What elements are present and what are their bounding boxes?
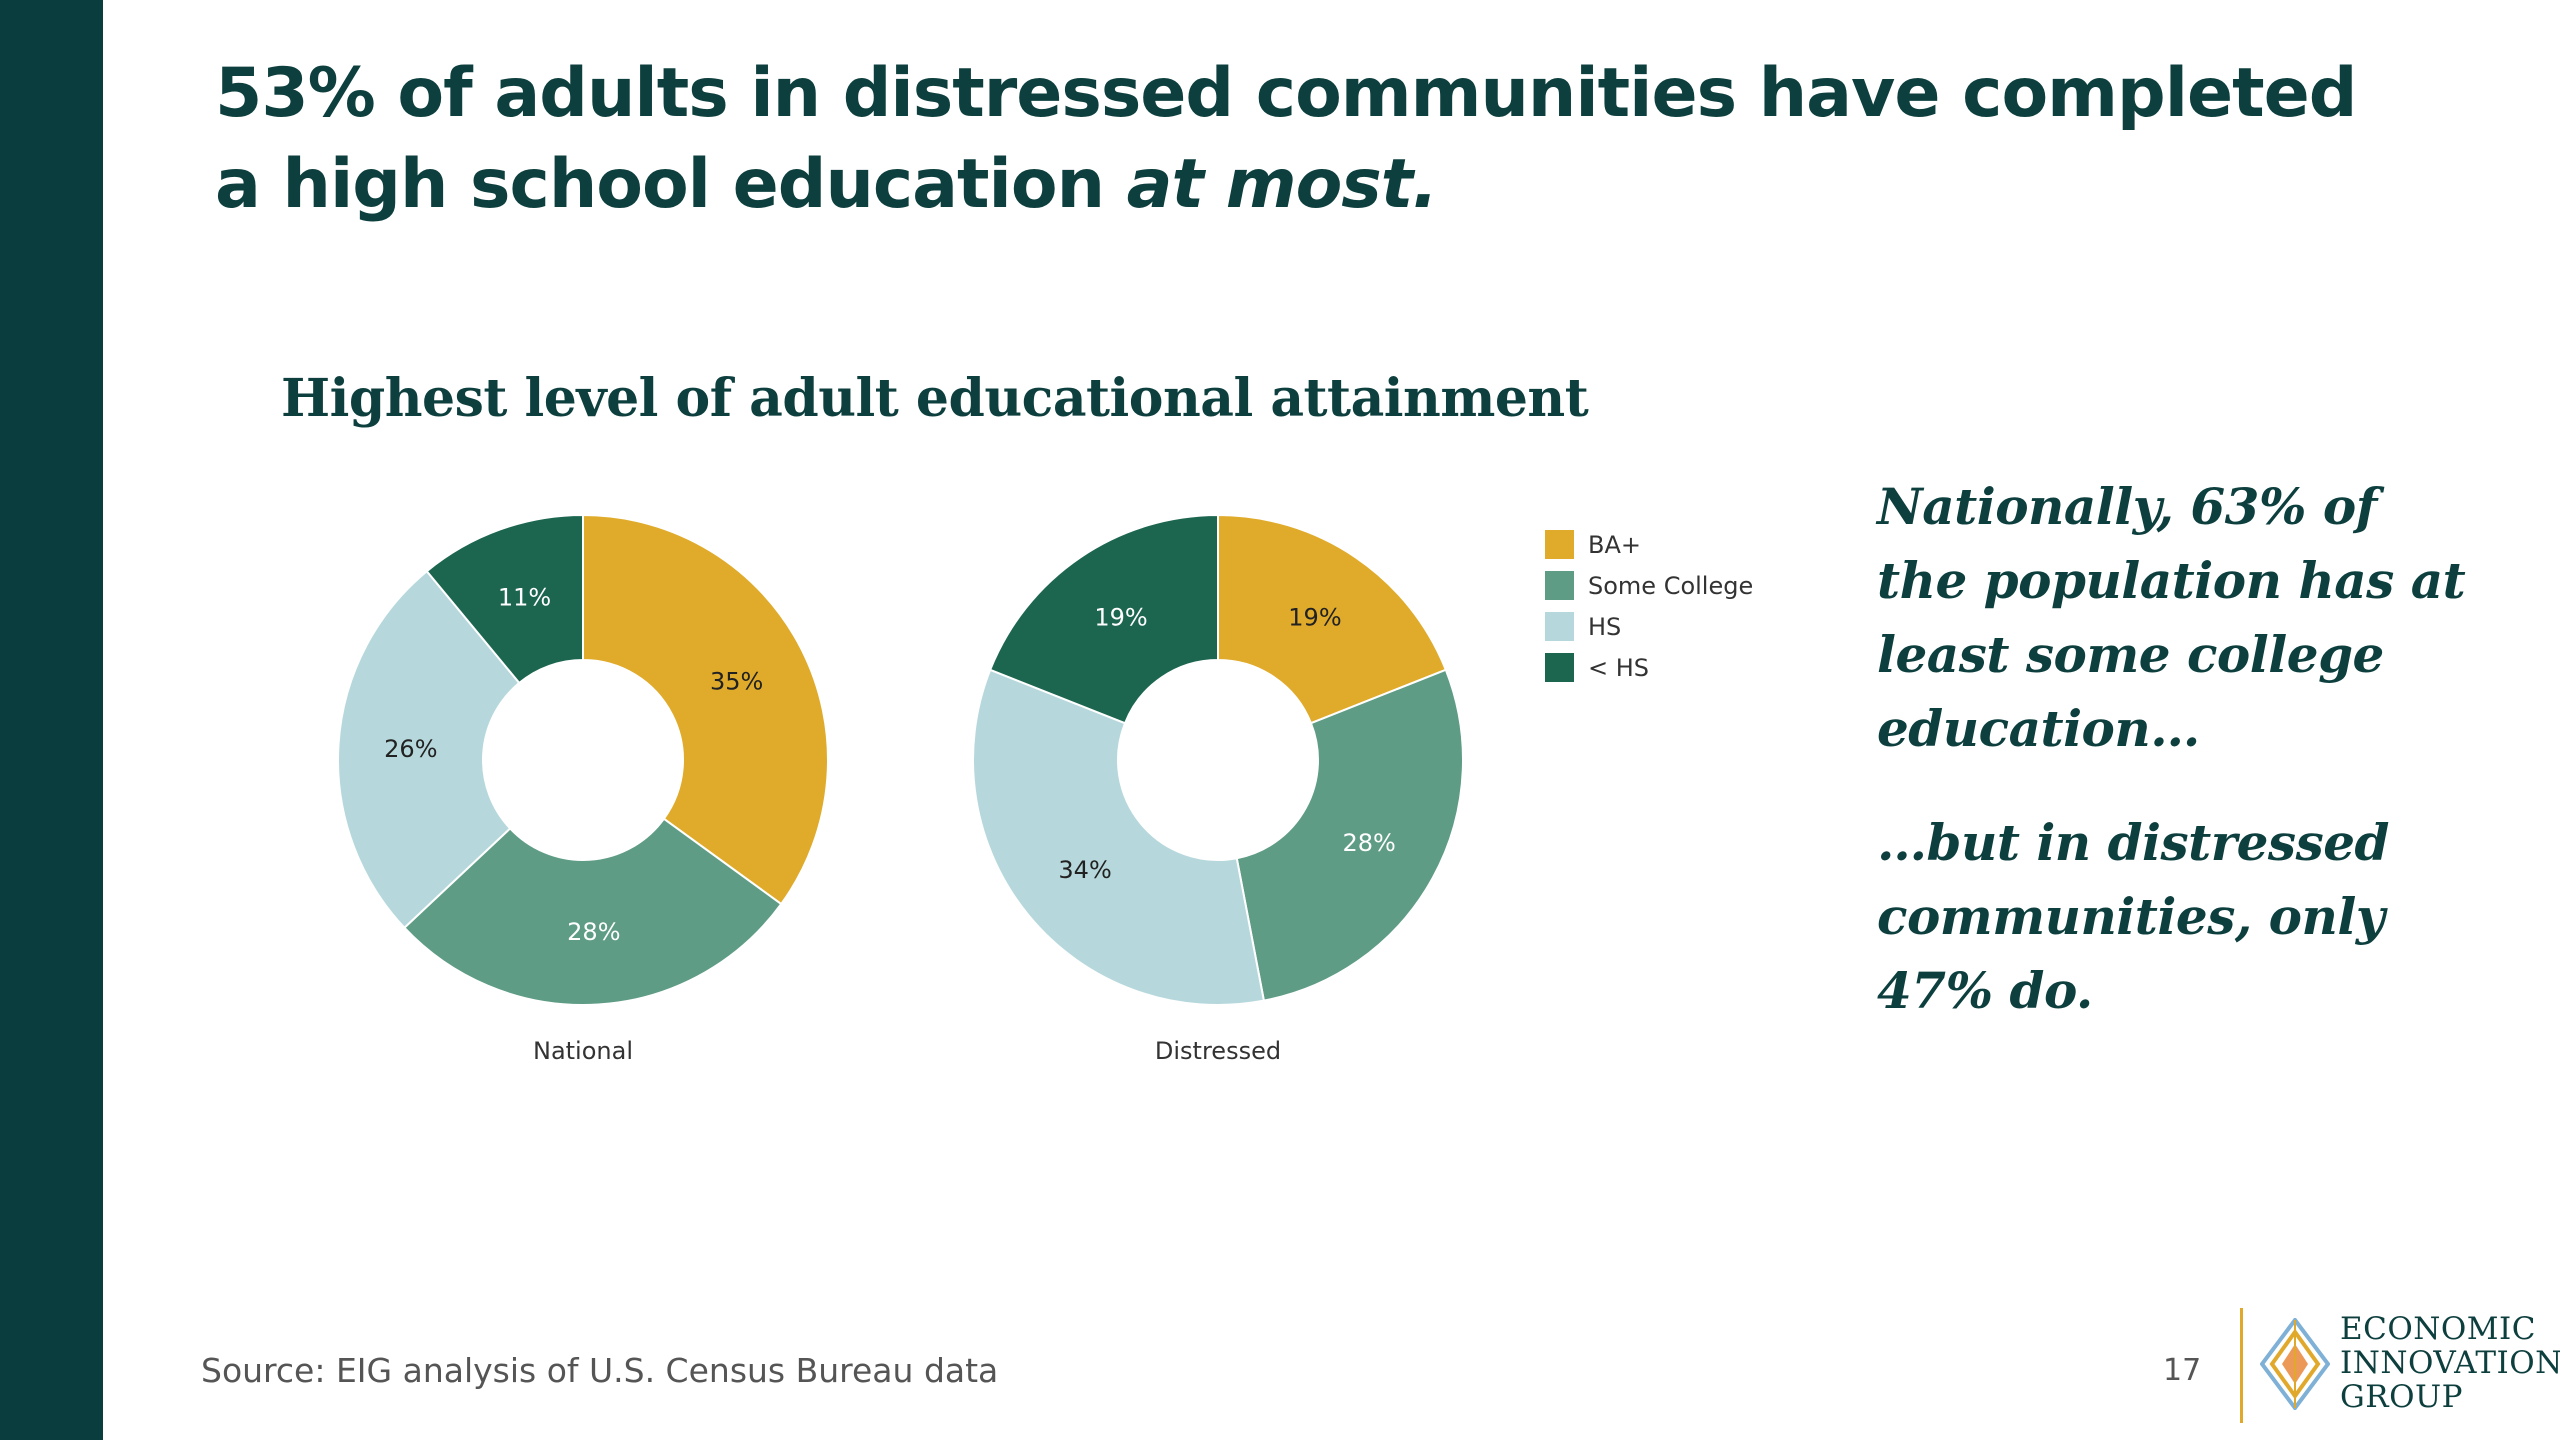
callout-line-1: Nationally, 63% of the population has at…	[1877, 477, 2466, 758]
data-label-distressed-ba: 19%	[1288, 603, 1341, 631]
data-label-national-ba: 35%	[710, 668, 763, 696]
legend-item-hs: HS	[1545, 606, 1753, 647]
source-note: Source: EIG analysis of U.S. Census Bure…	[201, 1351, 999, 1390]
legend-item-some-college: Some College	[1545, 565, 1753, 606]
callout-line-2: …but in distressed communities, only 47%…	[1877, 813, 2390, 1020]
logo-line-2: INNOVATION	[2340, 1345, 2560, 1381]
page-title: 53% of adults in distressed communities …	[215, 48, 2365, 230]
data-label-national-some-college: 28%	[567, 918, 620, 946]
sidebar-accent-bar	[0, 0, 103, 1440]
callout-text: Nationally, 63% of the population has at…	[1877, 470, 2477, 1028]
title-main: 53% of adults in distressed communities …	[215, 54, 2357, 224]
slice-national-ba	[582, 513, 829, 906]
logo-line-3: GROUP	[2340, 1379, 2464, 1415]
legend-label: Some College	[1588, 571, 1754, 600]
logo-divider	[2240, 1308, 2243, 1423]
data-label-national-hs: 11%	[498, 584, 551, 612]
slice-national-hs	[425, 513, 584, 685]
legend-item-ba: BA+	[1545, 524, 1753, 565]
eig-logo-icon	[2260, 1318, 2330, 1410]
logo-line-1: ECONOMIC	[2340, 1311, 2537, 1347]
legend-swatch	[1545, 653, 1574, 682]
legend-label: HS	[1588, 612, 1622, 641]
title-emphasis: at most.	[1126, 145, 1438, 224]
eig-logo-text: ECONOMIC INNOVATION GROUP	[2340, 1312, 2560, 1414]
data-label-distressed-hs: 34%	[1058, 856, 1111, 884]
slice-national-hs	[337, 569, 521, 930]
page-number: 17	[2163, 1353, 2202, 1388]
slice-distressed-hs	[988, 513, 1219, 725]
legend-item-hs: < HS	[1545, 647, 1753, 688]
legend-swatch	[1545, 612, 1574, 641]
legend-label: < HS	[1588, 653, 1650, 682]
slice-distressed-hs	[972, 668, 1266, 1006]
chart-legend: BA+ Some College HS < HS	[1545, 524, 1753, 688]
data-label-distressed-some-college: 28%	[1342, 829, 1395, 857]
chart-label-national: National	[533, 1037, 633, 1065]
data-label-distressed-hs: 19%	[1094, 603, 1147, 631]
data-label-national-hs: 26%	[384, 735, 437, 763]
slice-national-some-college	[402, 817, 783, 1006]
legend-swatch	[1545, 571, 1574, 600]
chart-label-distressed: Distressed	[1155, 1037, 1281, 1065]
slice-distressed-ba	[1217, 513, 1448, 725]
slice-distressed-some-college	[1235, 668, 1464, 1002]
legend-swatch	[1545, 530, 1574, 559]
legend-label: BA+	[1588, 530, 1641, 559]
chart-title: Highest level of adult educational attai…	[281, 368, 1589, 429]
